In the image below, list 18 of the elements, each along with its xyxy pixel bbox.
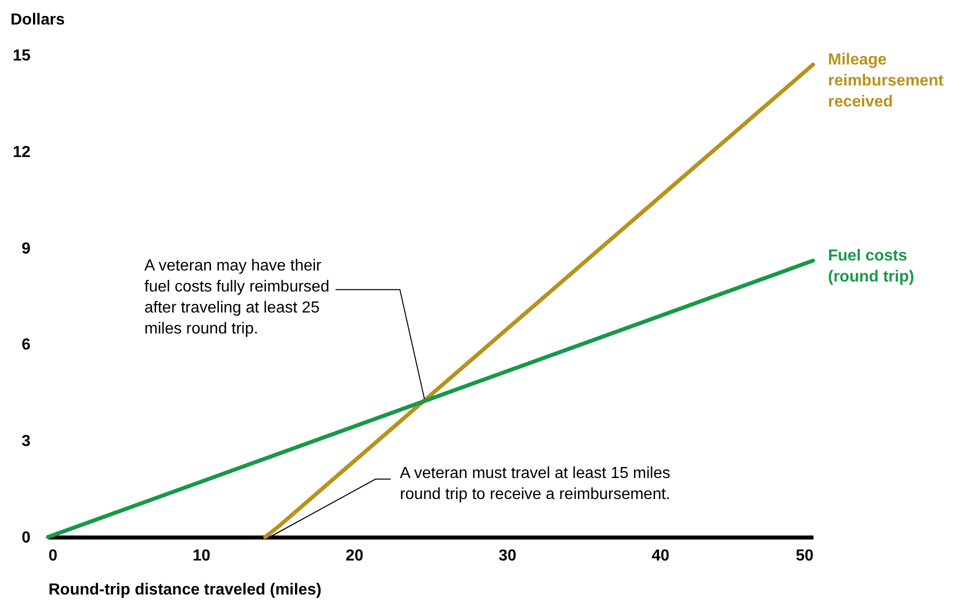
y-tick-label: 0 bbox=[22, 530, 31, 546]
x-tick-label: 30 bbox=[498, 548, 516, 564]
series-label: Mileage reimbursement received bbox=[828, 52, 944, 111]
y-tick-label: 12 bbox=[12, 144, 31, 161]
x-tick-label: 40 bbox=[652, 548, 670, 564]
y-tick-label: 6 bbox=[22, 336, 31, 354]
y-tick-label: 3 bbox=[22, 433, 31, 450]
x-tick-label: 10 bbox=[192, 548, 210, 564]
y-tick-label: 15 bbox=[12, 48, 31, 64]
x-axis-title: Round-trip distance traveled (miles) bbox=[48, 582, 322, 598]
y-axis-title: Dollars bbox=[10, 12, 65, 28]
annotation: A veteran must travel at least 15 miles round trip to receive a reimbursement. bbox=[400, 465, 670, 504]
x-tick-label: 50 bbox=[796, 548, 814, 564]
annotation: A veteran may have their fuel costs fully reimbursed after traveling at least 25 miles round trip. bbox=[144, 257, 330, 338]
series-label: Fuel costs (round trip) bbox=[828, 248, 914, 286]
x-tick-label: 20 bbox=[346, 548, 364, 564]
y-tick-label: 9 bbox=[22, 240, 31, 258]
x-tick-label: 0 bbox=[48, 548, 58, 564]
